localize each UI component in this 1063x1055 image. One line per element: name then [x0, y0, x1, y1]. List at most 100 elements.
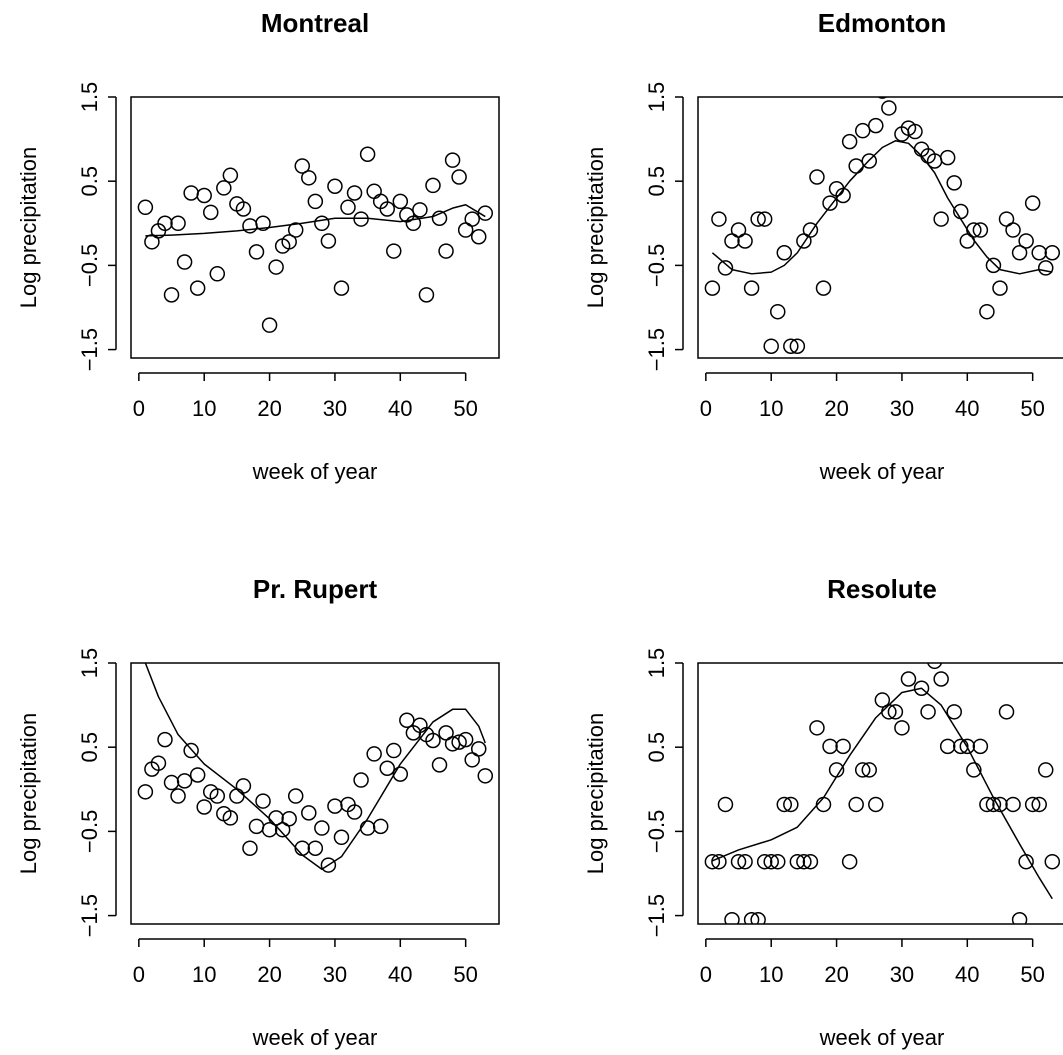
point	[1011, 245, 1028, 261]
point	[789, 853, 806, 870]
point	[451, 734, 467, 750]
y-axis-label: Log precipitation	[583, 713, 608, 874]
point	[1037, 260, 1054, 276]
point	[294, 840, 311, 856]
point	[353, 211, 369, 227]
point	[750, 912, 766, 924]
plot-box	[130, 662, 500, 925]
point	[933, 671, 949, 687]
point	[743, 912, 760, 924]
plot-box	[697, 662, 1063, 925]
point	[848, 158, 864, 174]
point	[340, 199, 356, 216]
chart-title: Edmonton	[818, 8, 947, 38]
point	[333, 280, 350, 296]
plot-area	[137, 146, 494, 333]
point	[763, 853, 779, 870]
point	[470, 229, 487, 245]
point	[1044, 853, 1061, 870]
y-tick-label: −0.5	[77, 810, 102, 853]
point	[294, 158, 311, 174]
point	[307, 840, 324, 856]
point	[854, 122, 871, 139]
y-tick-label: −1.5	[644, 894, 669, 937]
panel: Edmonton 0 10 20 30 40 50 week of year −1.5 −0.5 0…	[583, 8, 1063, 484]
point	[711, 211, 727, 227]
point	[307, 193, 324, 210]
x-axis-label: week of year	[819, 459, 945, 484]
point	[183, 185, 199, 201]
point	[444, 152, 461, 168]
point	[704, 853, 721, 870]
point	[704, 280, 721, 296]
point	[333, 829, 350, 846]
point	[1011, 912, 1028, 924]
point	[301, 170, 317, 186]
x-tick-label: 0	[133, 396, 145, 421]
x-tick-label: 10	[759, 396, 783, 421]
point	[877, 97, 888, 99]
point	[854, 762, 871, 778]
panel: Pr. Rupert 0 10 20 30 40 50 week of year −1.5 −0.…	[16, 574, 500, 1050]
point	[425, 732, 441, 749]
x-tick-label: 40	[388, 962, 412, 987]
point	[412, 202, 428, 218]
point	[769, 303, 786, 320]
point	[815, 280, 832, 296]
point	[1024, 796, 1041, 813]
x-tick-label: 30	[890, 396, 914, 421]
point	[756, 211, 773, 227]
point	[953, 738, 969, 755]
point	[881, 100, 897, 116]
smooth-line	[144, 663, 486, 871]
point	[216, 180, 232, 196]
point	[822, 195, 838, 211]
point	[711, 853, 727, 870]
point	[209, 788, 226, 804]
point	[946, 175, 962, 191]
point	[920, 704, 936, 720]
plot-box	[697, 96, 1063, 359]
y-tick-label: −1.5	[644, 328, 669, 371]
point	[868, 796, 884, 813]
point	[366, 746, 382, 762]
point	[281, 811, 297, 827]
point	[320, 233, 337, 249]
point	[874, 692, 891, 708]
point	[287, 222, 304, 238]
point	[372, 818, 389, 835]
point	[822, 738, 838, 755]
x-tick-label: 10	[759, 962, 783, 987]
x-tick-label: 0	[700, 396, 712, 421]
point	[933, 211, 949, 227]
plot-area	[137, 663, 494, 873]
x-tick-label: 20	[824, 396, 848, 421]
x-tick-label: 50	[1020, 962, 1044, 987]
x-tick-label: 40	[955, 962, 979, 987]
point	[392, 193, 409, 210]
point	[756, 853, 773, 870]
panel: Montreal 0 10 20 30 40 50 week of year −1.5 −0.5 0…	[16, 8, 500, 484]
point	[985, 257, 1002, 274]
point	[183, 742, 199, 759]
point	[802, 222, 819, 238]
point	[287, 788, 304, 804]
point	[959, 738, 976, 755]
point	[1044, 245, 1061, 261]
point	[979, 796, 995, 813]
point	[789, 338, 806, 354]
point	[176, 773, 193, 789]
point	[841, 133, 858, 150]
x-tick-label: 0	[133, 962, 145, 987]
y-tick-label: 0.5	[77, 732, 102, 763]
point	[229, 788, 245, 804]
x-tick-label: 50	[453, 962, 477, 987]
point	[137, 784, 154, 800]
point	[992, 796, 1008, 813]
point	[868, 117, 884, 134]
point	[470, 741, 487, 757]
point	[346, 185, 363, 201]
point	[946, 704, 962, 720]
point	[235, 778, 252, 794]
chart-title: Montreal	[261, 8, 369, 38]
